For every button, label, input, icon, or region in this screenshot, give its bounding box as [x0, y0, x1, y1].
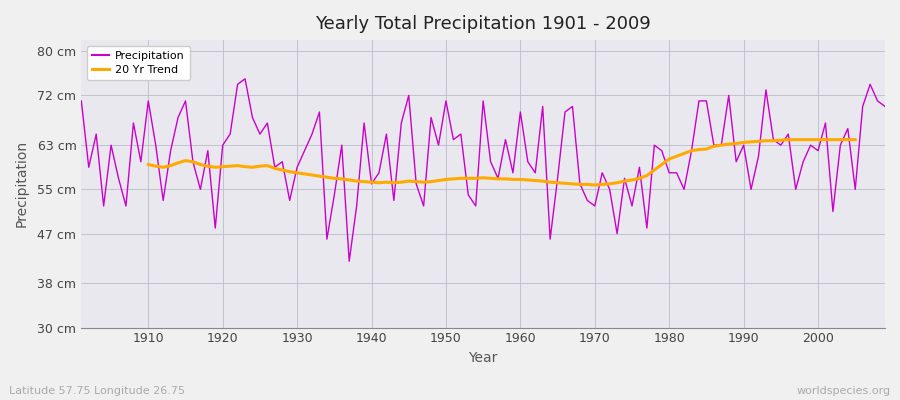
Line: Precipitation: Precipitation	[81, 79, 885, 261]
Title: Yearly Total Precipitation 1901 - 2009: Yearly Total Precipitation 1901 - 2009	[315, 15, 651, 33]
Precipitation	[239, 76, 250, 81]
Precipitation	[76, 98, 86, 103]
20 Yr Trend	[143, 162, 154, 167]
20 Yr Trend	[239, 164, 250, 169]
Text: Latitude 57.75 Longitude 26.75: Latitude 57.75 Longitude 26.75	[9, 386, 185, 396]
Y-axis label: Precipitation: Precipitation	[15, 140, 29, 228]
Text: worldspecies.org: worldspecies.org	[796, 386, 891, 396]
Precipitation	[359, 121, 370, 126]
20 Yr Trend	[783, 137, 794, 142]
20 Yr Trend	[590, 182, 600, 187]
20 Yr Trend	[344, 178, 355, 182]
Precipitation	[344, 259, 355, 264]
20 Yr Trend	[522, 178, 533, 182]
20 Yr Trend	[500, 176, 511, 181]
Precipitation	[879, 104, 890, 109]
Precipitation	[307, 132, 318, 136]
20 Yr Trend	[448, 176, 459, 181]
Precipitation	[136, 159, 147, 164]
X-axis label: Year: Year	[469, 351, 498, 365]
Precipitation	[522, 159, 533, 164]
20 Yr Trend	[806, 137, 816, 142]
Precipitation	[530, 170, 541, 175]
Precipitation	[619, 176, 630, 181]
Legend: Precipitation, 20 Yr Trend: Precipitation, 20 Yr Trend	[87, 46, 190, 80]
20 Yr Trend	[850, 137, 860, 142]
Line: 20 Yr Trend: 20 Yr Trend	[148, 140, 855, 185]
